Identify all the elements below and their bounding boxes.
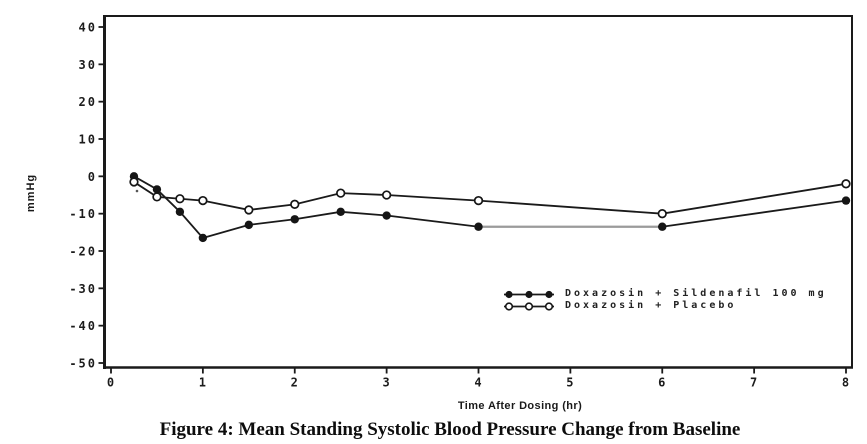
legend-label-sildenafil: Doxazosin + Sildenafil 100 mg	[565, 288, 827, 299]
data-point-filled	[658, 222, 667, 231]
x-tick-label: 4	[474, 376, 482, 390]
x-tick-label: 2	[291, 376, 299, 390]
x-axis-title: Time After Dosing (hr)	[457, 400, 583, 412]
y-tick-label: -50	[69, 357, 97, 371]
legend-item-sildenafil: Doxazosin + Sildenafil 100 mg	[501, 288, 827, 300]
data-point-filled	[152, 185, 162, 194]
data-point-open	[152, 192, 162, 202]
y-tick-label: 20	[79, 95, 97, 109]
figure-caption: Figure 4: Mean Standing Systolic Blood P…	[159, 419, 741, 440]
data-point-open	[473, 195, 484, 206]
series-line-sildenafil	[133, 175, 847, 239]
x-tick-label: 6	[658, 376, 666, 390]
x-tick-label: 3	[383, 376, 391, 390]
data-point-filled	[382, 211, 391, 220]
y-tick-label: -40	[69, 319, 97, 333]
y-tick-label: 0	[88, 170, 97, 184]
legend-item-placebo: Doxazosin + Placebo	[501, 300, 827, 312]
data-point-open	[244, 205, 254, 215]
data-point-filled	[474, 222, 483, 231]
data-point-open	[381, 190, 392, 200]
y-tick-label: -20	[69, 245, 97, 259]
data-point-filled	[244, 220, 254, 230]
x-tick-label: 0	[107, 376, 115, 390]
y-tick-label: 30	[79, 58, 97, 72]
open-circle-series-marker-icon	[504, 301, 554, 311]
x-tick-label: 5	[566, 376, 574, 390]
y-tick-label: -30	[69, 282, 97, 296]
x-tick-label: 8	[842, 376, 850, 390]
stray-mark	[135, 189, 139, 193]
data-point-open	[336, 188, 346, 198]
y-axis-title: mmHg	[25, 173, 37, 213]
legend: Doxazosin + Sildenafil 100 mg Doxazosin …	[501, 288, 827, 312]
data-point-open	[129, 177, 139, 187]
data-point-open	[198, 195, 208, 206]
y-tick-label: 10	[79, 133, 97, 147]
y-tick-label: -10	[69, 207, 97, 221]
data-point-open	[841, 179, 851, 189]
y-tick-label: 40	[79, 21, 97, 35]
data-point-filled	[198, 233, 208, 243]
data-point-filled	[290, 215, 299, 224]
data-point-filled	[841, 196, 851, 205]
filled-circle-series-marker-icon	[504, 290, 554, 298]
data-point-open	[175, 194, 185, 204]
x-tick-label: 7	[750, 376, 758, 390]
data-point-filled	[175, 207, 185, 216]
data-point-filled	[336, 207, 345, 216]
x-tick-label: 1	[199, 376, 207, 390]
data-point-open	[657, 209, 667, 219]
data-point-open	[290, 199, 300, 209]
series-line-placebo	[133, 181, 847, 215]
legend-label-placebo: Doxazosin + Placebo	[565, 300, 737, 311]
